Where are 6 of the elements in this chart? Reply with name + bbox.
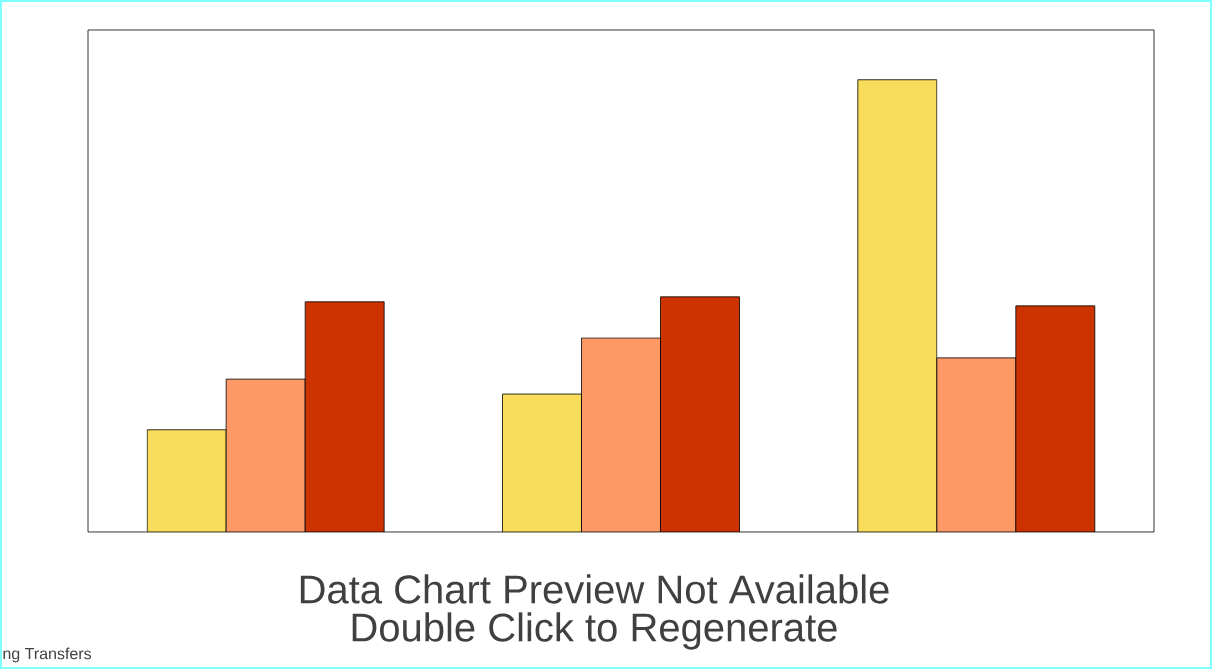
bar [1015, 305, 1096, 532]
bar [660, 296, 740, 532]
text: Double Click to Regenerate [352, 612, 837, 650]
bar [304, 301, 385, 532]
text: Data Chart Preview Not Available [300, 574, 889, 604]
text: ng Transfers [3, 647, 92, 663]
